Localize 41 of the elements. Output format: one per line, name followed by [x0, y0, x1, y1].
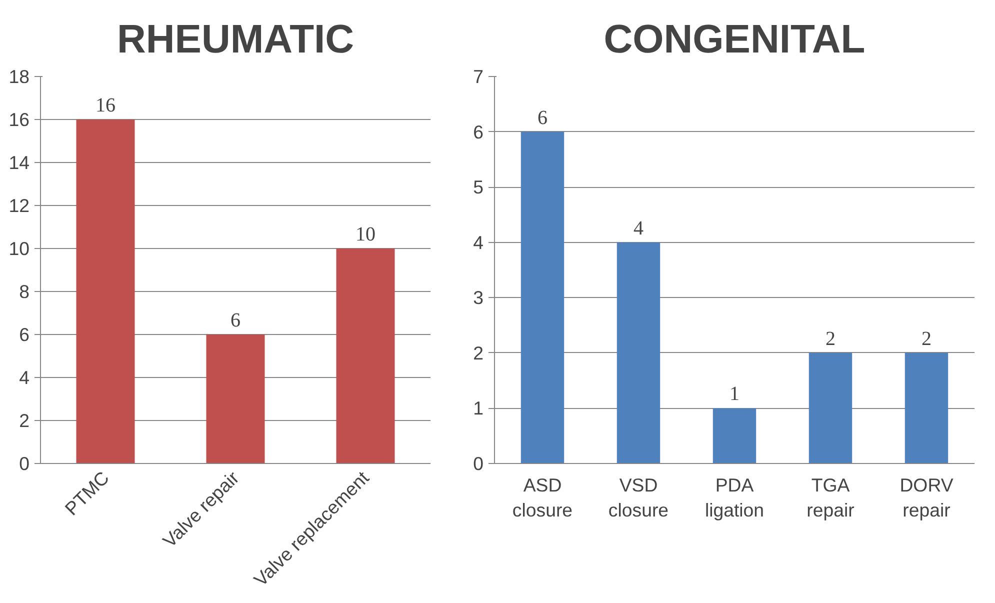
y-tick-label: 6 — [19, 324, 30, 345]
y-tick-label: 0 — [473, 453, 484, 474]
data-label: 6 — [538, 106, 548, 129]
bar — [904, 352, 948, 464]
bar — [206, 334, 265, 464]
chart-title: RHEUMATIC — [116, 18, 354, 62]
y-tick-label: 1 — [473, 398, 484, 419]
bar — [336, 248, 395, 464]
y-tick-label: 16 — [8, 109, 30, 130]
y-tick-label: 10 — [8, 238, 30, 259]
bar — [520, 132, 564, 464]
data-label: 10 — [356, 224, 376, 246]
bar — [616, 242, 660, 464]
y-tick-label: 4 — [473, 232, 484, 253]
y-tick-label: 4 — [19, 367, 30, 388]
y-tick-label: 18 — [8, 66, 30, 87]
data-label: 16 — [96, 94, 116, 116]
data-label: 2 — [922, 328, 932, 350]
x-tick-label: PDA ligation — [704, 474, 764, 521]
chart-title: CONGENITAL — [604, 18, 866, 62]
bar — [76, 120, 135, 464]
bar — [712, 408, 756, 464]
x-tick-label: DORV repair — [900, 474, 954, 521]
y-tick-label: 14 — [8, 152, 30, 173]
y-tick-label: 2 — [473, 342, 484, 364]
y-tick-label: 8 — [19, 281, 30, 302]
y-tick-label: 5 — [473, 176, 484, 198]
x-tick-label: TGA repair — [806, 474, 854, 521]
y-tick-label: 0 — [19, 453, 30, 474]
data-label: 4 — [634, 217, 644, 240]
data-label: 2 — [826, 328, 836, 350]
data-label: 1 — [730, 383, 740, 406]
x-tick-label: VSD closure — [608, 474, 669, 521]
bar — [808, 352, 852, 464]
y-tick-label: 6 — [473, 121, 484, 142]
x-tick-label: ASD closure — [512, 474, 573, 521]
y-tick-label: 7 — [473, 66, 484, 87]
y-tick-label: 12 — [8, 195, 30, 216]
data-label: 6 — [230, 310, 240, 332]
y-tick-label: 2 — [19, 410, 30, 431]
y-tick-label: 3 — [473, 287, 484, 308]
